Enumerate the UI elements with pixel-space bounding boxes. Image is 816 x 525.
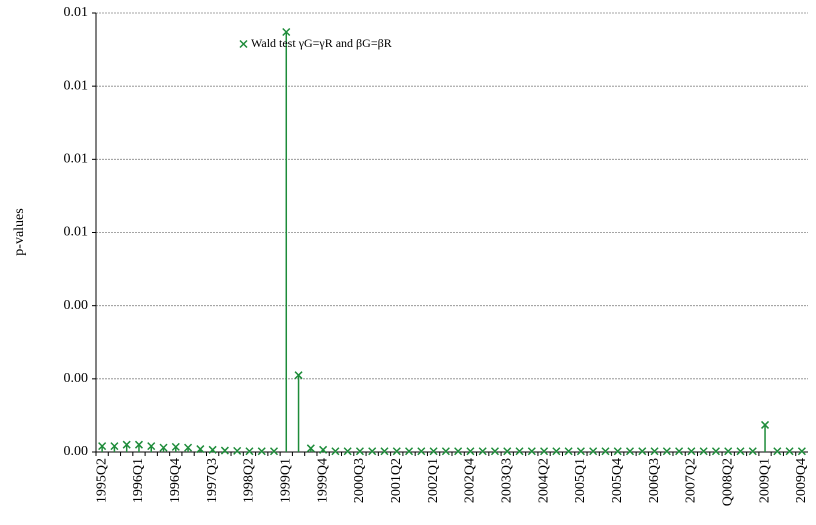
marker <box>552 447 561 456</box>
x-tick-label: 2005Q1 <box>573 458 588 503</box>
x-tick-label: 2009Q4 <box>794 458 809 503</box>
marker <box>159 443 168 452</box>
marker <box>797 447 806 456</box>
marker <box>466 447 475 456</box>
x-tick-label: 1996Q4 <box>168 458 183 503</box>
marker <box>306 444 315 453</box>
marker <box>736 447 745 456</box>
x-tick-label: 1999Q1 <box>278 458 293 503</box>
marker <box>269 447 279 456</box>
marker <box>540 447 549 456</box>
marker <box>245 447 254 456</box>
y-tick-label: 0.01 <box>64 5 89 20</box>
marker <box>429 447 438 456</box>
y-tick-label: 0.00 <box>64 298 89 313</box>
marker <box>122 440 131 449</box>
x-tick-label: 2002Q1 <box>426 458 441 503</box>
marker <box>638 447 647 456</box>
marker <box>515 447 524 456</box>
x-tick-label: 1999Q4 <box>315 458 330 503</box>
marker <box>761 420 770 429</box>
marker <box>527 447 536 456</box>
marker <box>589 447 598 456</box>
marker <box>257 447 266 456</box>
marker <box>368 447 377 456</box>
marker <box>417 447 426 456</box>
marker <box>724 447 733 456</box>
marker <box>233 446 242 455</box>
marker <box>785 447 794 456</box>
marker <box>675 447 684 456</box>
marker <box>294 371 303 380</box>
x-tick-label: 1997Q3 <box>205 458 220 503</box>
marker <box>134 440 143 449</box>
x-tick-label: 2007Q2 <box>684 458 699 503</box>
x-tick-label: 1995Q2 <box>94 458 109 503</box>
marker <box>687 447 696 456</box>
marker <box>650 447 659 456</box>
x-tick-label: 2005Q4 <box>610 458 625 503</box>
x-tick-label: 2000Q3 <box>352 458 367 503</box>
legend-marker <box>239 39 248 49</box>
marker <box>282 27 291 37</box>
x-tick-label: 2002Q4 <box>463 458 478 503</box>
marker <box>196 445 205 454</box>
marker <box>98 442 107 451</box>
x-tick-label: 2006Q3 <box>647 458 662 503</box>
marker <box>171 442 180 451</box>
marker <box>343 447 352 456</box>
y-tick-label: 0.01 <box>64 225 89 240</box>
marker <box>110 442 119 451</box>
marker <box>319 445 328 454</box>
y-tick-label: 0.00 <box>64 444 89 459</box>
marker <box>490 447 499 456</box>
x-tick-label: 1996Q1 <box>131 458 146 503</box>
marker <box>601 447 610 456</box>
marker <box>503 447 512 456</box>
marker <box>331 447 340 456</box>
y-tick-label: 0.01 <box>64 152 89 167</box>
x-tick-label: Q008Q2 <box>720 458 735 506</box>
x-tick-label: 1998Q2 <box>242 458 257 503</box>
legend-label: Wald test γG=γR and βG=βR <box>251 36 392 50</box>
y-tick-label: 0.01 <box>64 78 89 93</box>
marker <box>220 446 229 455</box>
marker <box>147 442 156 451</box>
marker <box>441 447 450 456</box>
marker <box>392 447 401 456</box>
x-tick-label: 2003Q3 <box>499 458 514 503</box>
marker <box>576 447 585 456</box>
marker <box>699 447 708 456</box>
y-axis-label: p-values <box>12 208 27 255</box>
marker <box>380 447 389 456</box>
marker <box>405 447 414 456</box>
marker <box>478 447 487 456</box>
marker <box>613 447 622 456</box>
marker <box>208 445 217 454</box>
marker <box>184 443 193 452</box>
marker <box>355 447 364 456</box>
x-tick-label: 2009Q1 <box>757 458 772 503</box>
marker <box>625 447 635 456</box>
x-tick-label: 2001Q2 <box>389 458 404 503</box>
marker <box>773 447 782 456</box>
marker <box>454 447 463 456</box>
marker <box>711 447 720 456</box>
marker <box>662 447 671 456</box>
marker <box>748 447 757 456</box>
marker <box>564 447 573 456</box>
y-tick-label: 0.00 <box>64 371 89 386</box>
x-tick-label: 2004Q2 <box>536 458 551 503</box>
